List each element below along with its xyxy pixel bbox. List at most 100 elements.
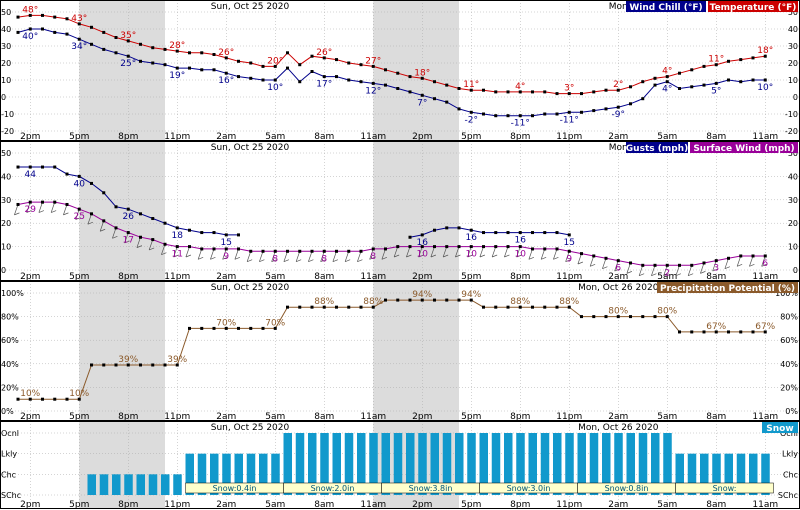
precip-data-label: 67% xyxy=(755,322,775,332)
snow-bar xyxy=(271,453,280,495)
wind-chill-data-label: 25° xyxy=(120,59,136,69)
snow-bar xyxy=(736,453,746,495)
wind-barb-flag xyxy=(198,257,204,260)
surface-wind-point xyxy=(469,245,473,249)
y-tick-label-left: 60% xyxy=(1,336,19,345)
surface-wind-point xyxy=(175,245,179,249)
time-tick-label: 5am xyxy=(265,132,285,142)
precip-point xyxy=(604,315,608,319)
surface-wind-legend-label: Surface Wind (mph) xyxy=(693,144,794,154)
wind-barb-flag xyxy=(185,254,192,258)
gusts-point xyxy=(102,191,106,195)
surface-wind-point xyxy=(249,249,253,253)
snow-bar xyxy=(234,453,243,495)
time-tick-label: 5pm xyxy=(69,132,89,142)
wind-chill-point xyxy=(555,112,559,116)
wind-barb xyxy=(320,251,325,262)
precip-point xyxy=(506,305,510,309)
gusts-point xyxy=(237,233,240,237)
wind-barb xyxy=(99,220,105,232)
snow-bar xyxy=(283,433,292,495)
y-tick-label-right: 0 xyxy=(793,266,798,275)
surface-wind-point xyxy=(629,261,632,265)
surface-wind-point xyxy=(237,247,240,251)
time-tick-label: 2am xyxy=(216,272,236,282)
wind-barb xyxy=(26,202,31,213)
gusts-point xyxy=(212,231,216,235)
snow-bar xyxy=(393,433,403,495)
surface-wind-point xyxy=(16,202,20,206)
precip-point xyxy=(433,298,436,302)
wind-chill-point xyxy=(714,81,718,85)
surface-wind-point xyxy=(77,207,81,211)
wind-barb xyxy=(565,251,570,262)
wind-barb-flag xyxy=(590,264,596,267)
wind-barb xyxy=(173,246,178,258)
temperature-point xyxy=(53,15,57,19)
date-label: Sun, Oct 25 2020 xyxy=(211,143,290,153)
time-tick-label: 2pm xyxy=(412,412,432,422)
y-tick-label-right: Chc xyxy=(783,470,798,479)
precip-point xyxy=(457,298,461,302)
surface-wind-point xyxy=(188,245,191,249)
wind-chill-data-label: -9° xyxy=(612,110,625,120)
wind-chill-point xyxy=(188,66,191,70)
wind-barb-flag xyxy=(38,210,45,213)
time-tick-label: 5am xyxy=(657,500,677,510)
precip-point xyxy=(359,305,363,309)
wind-barb xyxy=(369,248,374,260)
surface-wind-point xyxy=(102,219,106,223)
y-tick-label-left: Chc xyxy=(1,470,16,479)
y-tick-label-right: 50 xyxy=(788,149,798,158)
precip-point xyxy=(763,330,767,334)
wind-barb xyxy=(210,248,215,260)
gusts-point xyxy=(139,212,142,216)
temperature-data-label: 48° xyxy=(22,5,38,15)
wind-barb xyxy=(406,246,411,258)
temperature-point xyxy=(200,51,204,55)
temperature-point xyxy=(531,90,534,94)
surface-wind-data-label: 10 xyxy=(417,250,429,260)
wind-chill-point xyxy=(543,112,547,116)
wind-chill-point xyxy=(163,63,167,67)
wind-barb-flag xyxy=(737,264,743,267)
wind-chart: 44 40 26 18 15 16 16 16 15 29 25 17 11 9 8 8 8 10 10 10 9 6 2 3… xyxy=(14,142,798,278)
precip-point xyxy=(396,298,400,302)
temperature-point xyxy=(16,15,20,19)
y-tick-label-left: -20 xyxy=(1,127,14,136)
temperature-point xyxy=(139,42,142,46)
y-tick-label-right: Lkly xyxy=(782,450,798,459)
wind-chill-point xyxy=(335,75,338,79)
wind-barb-flag xyxy=(504,254,510,258)
snow-bar xyxy=(320,433,329,495)
wind-barb xyxy=(283,251,288,262)
temperature-point xyxy=(384,68,387,72)
wind-barb xyxy=(38,202,43,213)
y-tick-label-right: 40 xyxy=(788,172,798,181)
date-label: Sun, Oct 25 2020 xyxy=(211,423,290,433)
precip-point xyxy=(28,397,32,401)
surface-wind-point xyxy=(420,245,424,249)
wind-barb xyxy=(344,251,350,262)
surface-wind-point xyxy=(727,256,730,260)
temperature-data-label: 3° xyxy=(564,84,574,94)
precip-data-label: 67% xyxy=(706,322,726,332)
surface-wind-point xyxy=(114,226,118,230)
snow-bar xyxy=(210,453,219,495)
wind-chill-line xyxy=(17,28,766,117)
temperature-point xyxy=(151,46,155,50)
wind-chill-data-label: 16° xyxy=(218,76,234,86)
temperature-point xyxy=(714,63,718,67)
precip-point xyxy=(567,305,571,309)
wind-chill-data-label: 34° xyxy=(71,42,87,52)
wind-barb-flag xyxy=(51,210,57,213)
wind-barb-flag xyxy=(259,259,265,262)
night-band xyxy=(79,141,165,281)
wind-chill-point xyxy=(286,66,289,70)
gusts-point xyxy=(200,231,204,235)
temperature-data-label: 18° xyxy=(757,46,773,56)
wind-barb xyxy=(761,255,766,267)
y-tick-label-right: SChc xyxy=(778,491,798,500)
wind-barb-flag xyxy=(492,254,498,258)
gusts-data-label: 26 xyxy=(123,212,135,222)
